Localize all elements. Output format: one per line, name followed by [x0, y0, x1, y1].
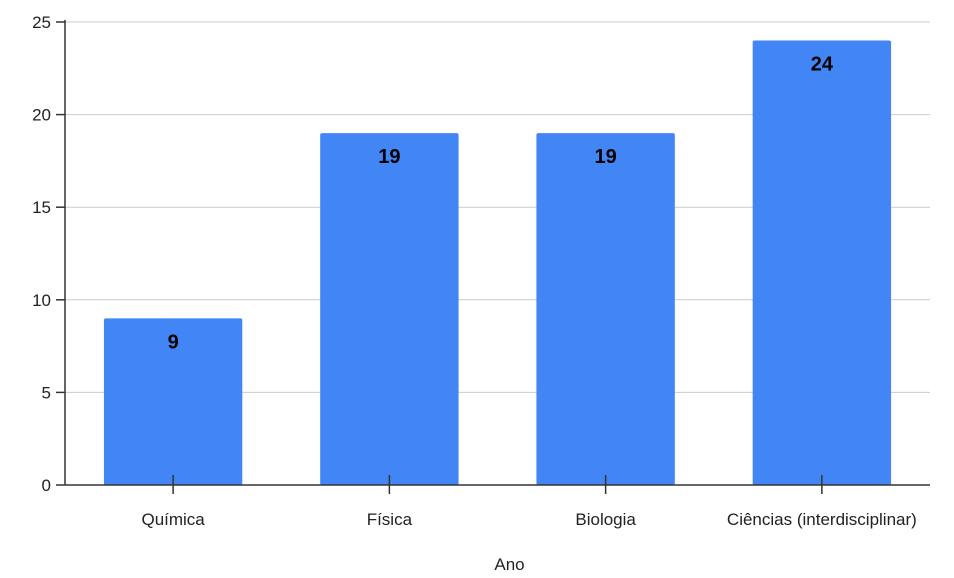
- labels: 0 5 10 15 20 25 9 Química 19 Física 19 Biologia 24 Ci…: [32, 13, 917, 529]
- bar-value-label: 9: [168, 331, 179, 353]
- bar-value-label: 19: [595, 146, 617, 168]
- bar-value-label: 24: [811, 54, 834, 76]
- y-tick-label: 5: [42, 383, 51, 402]
- x-tick-label: Ciências (interdisciplinar): [727, 510, 917, 529]
- y-tick-label: 25: [32, 13, 51, 32]
- axes: [56, 20, 930, 494]
- y-tick-label: 15: [32, 198, 51, 217]
- bar: [536, 133, 675, 485]
- y-tick-label: 10: [32, 291, 51, 310]
- x-tick-label: Física: [367, 510, 413, 529]
- x-tick-label: Química: [141, 510, 205, 529]
- bar: [320, 133, 459, 485]
- bars: [103, 40, 892, 486]
- y-tick-label: 0: [42, 476, 51, 495]
- bar: [103, 318, 243, 485]
- x-tick-label: Biologia: [575, 510, 636, 529]
- bar: [752, 40, 892, 486]
- y-tick-label: 20: [32, 106, 51, 125]
- bar-value-label: 19: [378, 146, 400, 168]
- x-axis-title: Ano: [494, 555, 524, 574]
